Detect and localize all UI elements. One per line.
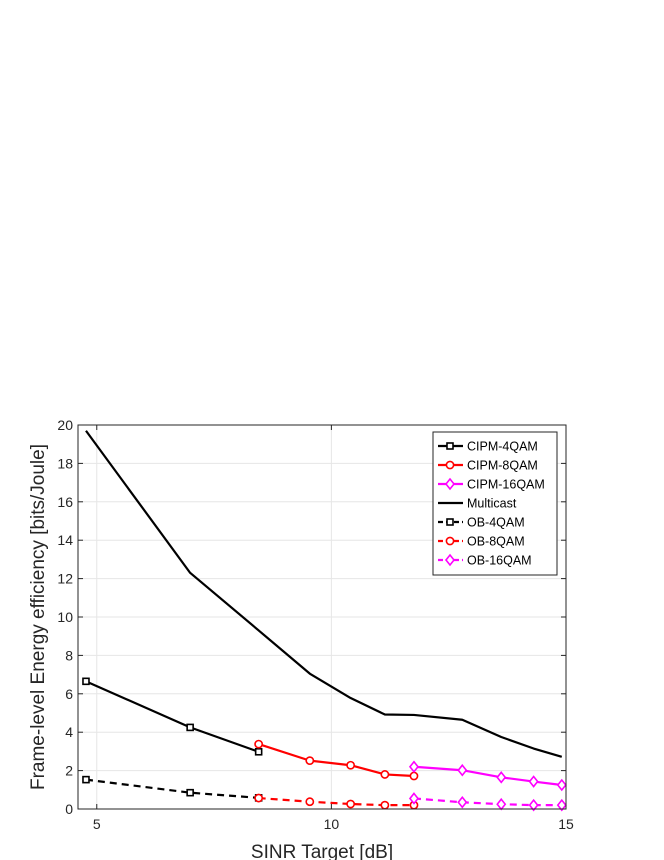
legend-label: OB-4QAM — [467, 516, 525, 530]
legend-label: CIPM-16QAM — [467, 478, 545, 492]
data-point-cipm-8qam — [380, 770, 390, 779]
ticks: 0 2 4 6 8 10 12 14 16 18 20 5 10 15 — [57, 417, 574, 832]
y-tick-label: 12 — [57, 571, 73, 587]
y-tick-label: 14 — [57, 532, 73, 548]
legend-label: Multicast — [467, 497, 517, 511]
y-tick-label: 6 — [65, 686, 73, 702]
y-tick-label: 10 — [57, 609, 73, 625]
series-layer — [82, 430, 567, 812]
legend: CIPM-4QAM CIPM-8QAM CIPM-16QAM Multicast OB-… — [432, 431, 558, 576]
data-point-ob-16qam — [556, 798, 567, 812]
y-tick-label: 20 — [57, 417, 73, 433]
legend-label: CIPM-4QAM — [467, 440, 538, 454]
legend-marker — [444, 553, 456, 567]
series-multicast — [85, 430, 563, 758]
legend-item-cipm-16qam: CIPM-16QAM — [438, 478, 545, 492]
data-point-ob-16qam — [528, 798, 539, 812]
y-tick-label: 8 — [65, 647, 73, 663]
y-tick-label: 16 — [57, 494, 73, 510]
x-tick-label: 10 — [324, 816, 340, 832]
legend-label: OB-16QAM — [467, 554, 532, 568]
legend-item-ob-4qam: OB-4QAM — [438, 516, 525, 530]
data-point-ob-8qam — [346, 799, 356, 809]
legend-item-cipm-4qam: CIPM-4QAM — [438, 440, 538, 454]
series-cipm-8qam — [254, 739, 419, 781]
legend-marker — [445, 536, 455, 546]
data-point-ob-8qam — [305, 797, 315, 807]
y-tick-label: 4 — [65, 724, 73, 740]
data-point-ob-16qam — [457, 795, 468, 809]
series-line-multicast — [85, 430, 563, 758]
y-tick-label: 0 — [65, 801, 73, 817]
data-point-ob-8qam — [380, 800, 390, 810]
data-point-cipm-4qam — [254, 747, 263, 756]
y-tick-label: 2 — [65, 763, 73, 779]
data-point-ob-4qam — [186, 788, 194, 797]
legend-item-multicast: Multicast — [438, 497, 517, 511]
data-point-cipm-16qam — [457, 763, 468, 777]
data-point-cipm-16qam — [408, 760, 419, 774]
data-point-cipm-16qam — [496, 771, 507, 784]
series-line-ob-8qam — [258, 796, 414, 807]
data-point-cipm-4qam — [186, 723, 194, 732]
data-point-cipm-4qam — [82, 677, 90, 686]
legend-label: CIPM-8QAM — [467, 459, 538, 473]
legend-marker — [445, 460, 455, 470]
x-axis-label: SINR Target [dB] — [251, 842, 393, 860]
legend-marker — [444, 477, 456, 491]
series-line-ob-4qam — [85, 778, 259, 799]
legend-marker — [446, 442, 454, 450]
data-point-cipm-8qam — [254, 739, 264, 749]
y-axis-label: Frame-level Energy efficiency [bits/Joul… — [28, 444, 49, 790]
legend-item-ob-8qam: OB-8QAM — [438, 535, 525, 549]
legend-marker — [446, 518, 454, 526]
x-tick-label: 15 — [558, 816, 574, 832]
data-point-cipm-16qam — [528, 775, 539, 788]
data-point-cipm-16qam — [556, 778, 567, 792]
series-cipm-16qam — [408, 760, 567, 792]
legend-item-cipm-8qam: CIPM-8QAM — [438, 459, 538, 473]
y-tick-label: 18 — [57, 455, 73, 471]
series-ob-16qam — [408, 792, 567, 812]
data-point-cipm-8qam — [409, 771, 419, 781]
data-point-ob-16qam — [408, 792, 419, 805]
data-point-ob-4qam — [82, 775, 90, 784]
data-point-cipm-8qam — [346, 760, 356, 770]
legend-label: OB-8QAM — [467, 535, 525, 549]
x-tick-label: 5 — [93, 816, 101, 832]
data-point-cipm-8qam — [305, 756, 315, 766]
data-point-ob-8qam — [254, 793, 264, 803]
legend-item-ob-16qam: OB-16QAM — [438, 554, 532, 568]
series-cipm-4qam — [82, 677, 263, 756]
